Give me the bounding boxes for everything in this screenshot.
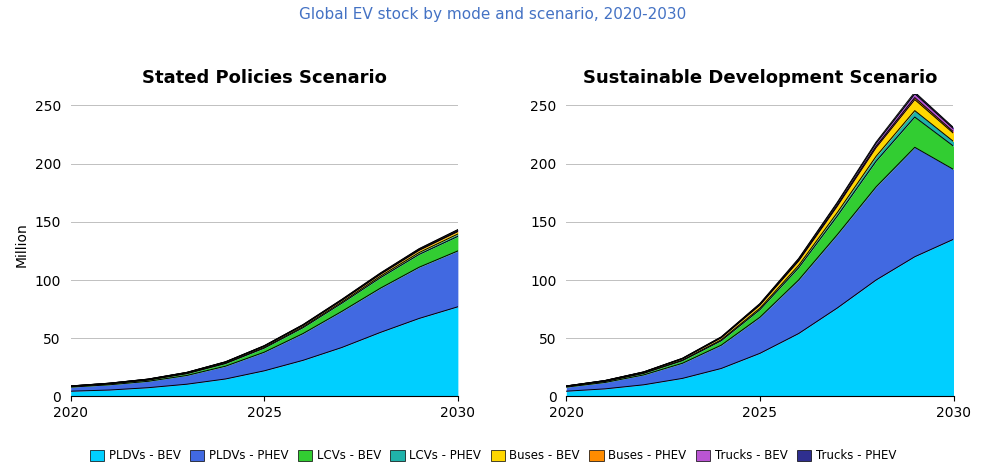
- Y-axis label: Million: Million: [15, 223, 29, 267]
- Legend: PLDVs - BEV, PLDVs - PHEV, LCVs - BEV, LCVs - PHEV, Buses - BEV, Buses - PHEV, T: PLDVs - BEV, PLDVs - PHEV, LCVs - BEV, L…: [85, 445, 901, 467]
- Text: Global EV stock by mode and scenario, 2020-2030: Global EV stock by mode and scenario, 20…: [300, 7, 686, 22]
- Title: Sustainable Development Scenario: Sustainable Development Scenario: [583, 69, 937, 87]
- Title: Stated Policies Scenario: Stated Policies Scenario: [142, 69, 387, 87]
